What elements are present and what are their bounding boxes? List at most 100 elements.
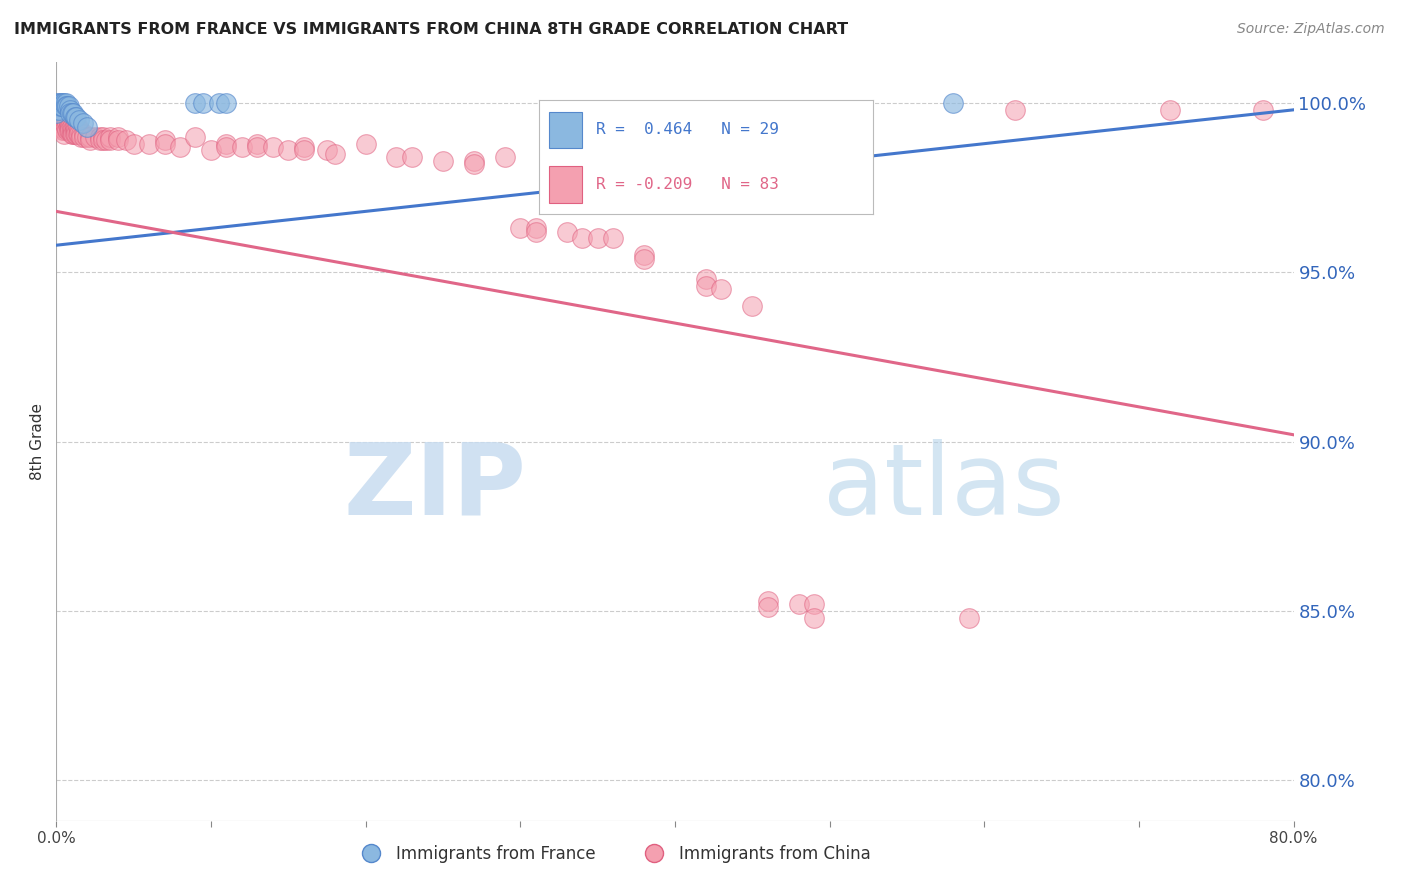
Point: [401, 150, 423, 164]
Point: [942, 96, 965, 111]
Point: [63, 127, 86, 141]
Point: [62, 127, 84, 141]
Point: [60, 123, 83, 137]
Point: [803, 610, 825, 624]
Point: [1004, 103, 1026, 117]
Point: [51, 96, 73, 111]
Point: [48, 120, 70, 134]
Point: [385, 150, 408, 164]
Point: [292, 144, 315, 158]
Point: [67, 123, 90, 137]
Point: [91, 133, 114, 147]
Point: [215, 136, 238, 151]
Point: [45, 106, 67, 120]
Point: [524, 221, 547, 235]
Point: [49, 120, 72, 134]
Y-axis label: 8th Grade: 8th Grade: [30, 403, 45, 480]
Point: [463, 157, 485, 171]
Point: [524, 225, 547, 239]
Point: [45, 113, 67, 128]
Point: [107, 129, 129, 144]
Point: [65, 110, 87, 124]
Point: [58, 123, 80, 137]
Point: [45, 106, 67, 120]
Point: [60, 127, 83, 141]
Point: [695, 272, 717, 286]
Point: [246, 136, 269, 151]
Point: [70, 129, 93, 144]
Point: [76, 129, 98, 144]
Point: [509, 221, 531, 235]
Point: [49, 116, 72, 130]
Point: [633, 252, 655, 266]
Point: [79, 133, 101, 147]
Point: [494, 150, 516, 164]
Point: [94, 133, 117, 147]
Point: [246, 140, 269, 154]
Point: [48, 106, 70, 120]
Point: [55, 99, 77, 113]
Point: [98, 133, 122, 147]
Point: [63, 110, 86, 124]
Point: [787, 597, 810, 611]
Text: Source: ZipAtlas.com: Source: ZipAtlas.com: [1237, 22, 1385, 37]
Point: [215, 96, 238, 111]
Point: [432, 153, 454, 168]
Point: [48, 116, 70, 130]
Point: [60, 120, 83, 134]
Text: atlas: atlas: [824, 439, 1064, 535]
Point: [169, 140, 191, 154]
Point: [586, 231, 609, 245]
Point: [65, 127, 87, 141]
Point: [70, 127, 93, 141]
Point: [56, 116, 79, 130]
Point: [53, 96, 76, 111]
Point: [1251, 103, 1274, 117]
Point: [53, 120, 76, 134]
Point: [53, 127, 76, 141]
Point: [114, 133, 138, 147]
Point: [153, 136, 176, 151]
Point: [67, 127, 90, 141]
Point: [76, 120, 98, 134]
Point: [51, 110, 73, 124]
Point: [53, 123, 76, 137]
Point: [65, 123, 87, 137]
Point: [262, 140, 284, 154]
Point: [98, 129, 122, 144]
Legend: Immigrants from France, Immigrants from China: Immigrants from France, Immigrants from …: [349, 838, 877, 869]
Point: [89, 129, 111, 144]
Point: [49, 99, 72, 113]
Point: [710, 282, 733, 296]
Point: [463, 153, 485, 168]
Point: [1159, 103, 1181, 117]
Point: [58, 120, 80, 134]
Point: [602, 231, 624, 245]
Point: [55, 110, 77, 124]
Point: [89, 133, 111, 147]
Point: [59, 106, 82, 120]
Point: [73, 129, 96, 144]
Point: [354, 136, 377, 151]
Point: [756, 593, 779, 607]
Point: [55, 120, 77, 134]
Text: IMMIGRANTS FROM FRANCE VS IMMIGRANTS FROM CHINA 8TH GRADE CORRELATION CHART: IMMIGRANTS FROM FRANCE VS IMMIGRANTS FRO…: [14, 22, 848, 37]
Point: [53, 116, 76, 130]
Text: ZIP: ZIP: [343, 439, 526, 535]
Point: [277, 144, 299, 158]
Point: [315, 144, 337, 158]
Point: [741, 299, 763, 313]
Point: [79, 129, 101, 144]
Point: [84, 129, 107, 144]
Point: [571, 231, 593, 245]
Point: [62, 106, 84, 120]
Point: [91, 129, 114, 144]
Point: [63, 120, 86, 134]
Point: [51, 99, 73, 113]
Point: [323, 146, 346, 161]
Point: [122, 136, 145, 151]
Point: [555, 225, 578, 239]
Point: [48, 103, 70, 117]
Point: [184, 96, 207, 111]
Point: [208, 96, 231, 111]
